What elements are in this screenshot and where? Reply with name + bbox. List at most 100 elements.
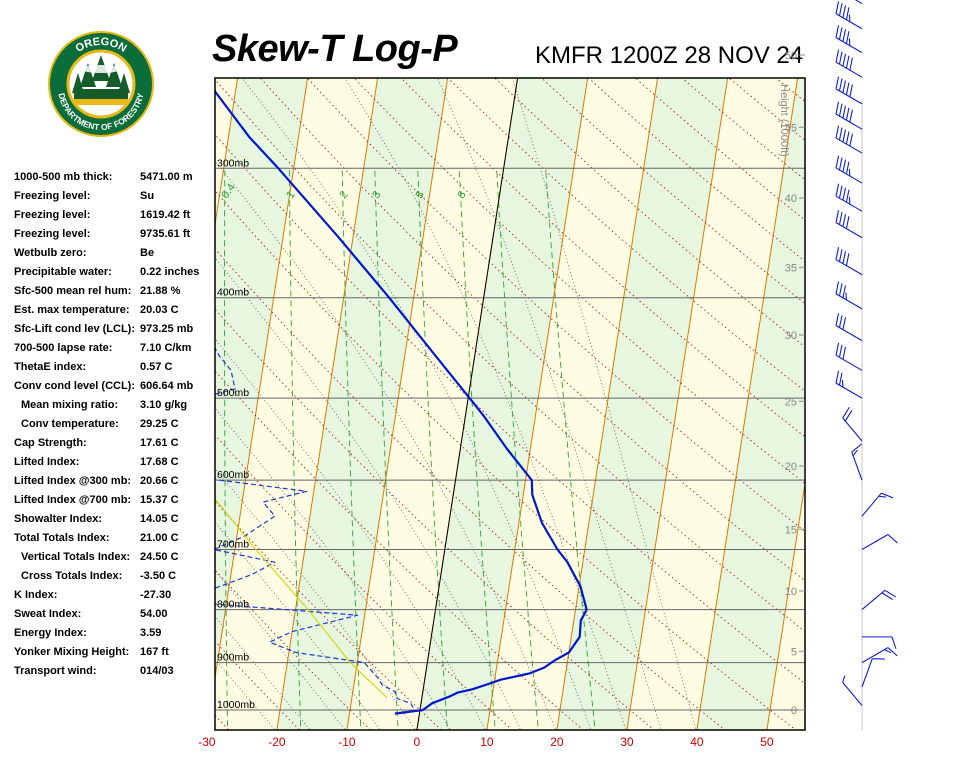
wind-barb-flag	[842, 406, 850, 419]
wind-barb	[851, 443, 863, 481]
wind-barb-flag	[842, 251, 847, 264]
wind-barb-flag	[842, 214, 847, 227]
wind-barb-flag	[838, 315, 843, 328]
wind-barb-flag	[881, 492, 894, 499]
wind-barb-flag	[849, 84, 853, 98]
stat-value: 20.03 C	[140, 304, 179, 316]
stat-row: Precipitable water: 0.22 inches	[14, 263, 214, 282]
stat-row: Freezing level: Su	[14, 187, 214, 206]
isotherm-line	[626, 78, 729, 730]
wind-barb-flag	[884, 649, 892, 654]
temperature-tick-label: 0	[414, 735, 421, 749]
mixing-ratio-line	[458, 168, 496, 730]
wind-barb-column	[835, 0, 898, 730]
stat-row: Lifted Index @300 mb: 20.66 C	[14, 472, 214, 491]
isotherm-line	[215, 78, 239, 228]
temperature-tick-label: -30	[198, 735, 216, 749]
wind-barb-flag	[842, 129, 847, 143]
wind-barb-flag	[845, 189, 850, 203]
stat-label: 700-500 lapse rate:	[14, 342, 113, 354]
stat-row: Wetbulb zero: Be	[14, 244, 214, 263]
stat-row: Conv cond level (CCL): 606.64 mb	[14, 377, 214, 396]
wind-barb-flag	[845, 161, 850, 175]
wind-barb-flag	[838, 249, 843, 262]
stat-value: Be	[140, 247, 155, 259]
isotherm-line	[346, 78, 449, 730]
stat-row: Transport wind: 014/03	[14, 662, 214, 681]
wind-barb-flag	[842, 159, 847, 173]
stat-label: Conv temperature:	[21, 418, 119, 430]
wind-barb-flag	[838, 103, 843, 117]
isobar-lines	[215, 167, 805, 711]
stat-row: Yonker Mixing Height: 167 ft	[14, 643, 214, 662]
stat-value: 17.68 C	[140, 456, 179, 468]
height-tick-label: 45	[785, 122, 797, 134]
wind-barb-flag	[835, 281, 840, 294]
mixing-ratio-label: 8	[455, 189, 468, 201]
stat-label: Lifted Index @300 mb:	[14, 475, 132, 487]
dry-adiabat	[215, 308, 655, 730]
stat-label: Cap Strength:	[14, 437, 87, 449]
stat-row: Lifted Index @700 mb: 15.37 C	[14, 491, 214, 510]
wind-barb-flag	[845, 253, 850, 266]
wind-barb-flag	[845, 216, 850, 229]
isotherm-line	[907, 78, 960, 730]
wind-barb	[862, 636, 897, 650]
pressure-label: 600mb	[217, 469, 249, 481]
wind-barb-flag	[845, 107, 850, 121]
wind-barb-flag	[835, 210, 840, 223]
stat-row: Sfc-Lift cond lev (LCL): 973.25 mb	[14, 320, 214, 339]
temperature-tick-label: 10	[480, 735, 494, 749]
dry-adiabat	[215, 248, 726, 730]
stat-value: 21.00 C	[140, 532, 179, 544]
stat-label: Sweat Index:	[14, 608, 82, 620]
stat-value: 3.59	[140, 627, 162, 639]
stat-row: Vertical Totals Index: 24.50 C	[14, 548, 214, 567]
stat-value: 0.57 C	[140, 361, 173, 373]
wind-barb-flag	[845, 82, 850, 96]
stat-row: Mean mixing ratio: 3.10 g/kg	[14, 396, 214, 415]
wind-barb-staff	[851, 451, 863, 481]
wind-barb	[835, 342, 863, 371]
dry-adiabats	[215, 78, 805, 730]
temperature-tick-label: 20	[550, 735, 564, 749]
stat-value: 17.61 C	[140, 437, 179, 449]
wind-barb-flag	[835, 1, 840, 14]
wind-barb	[835, 25, 863, 54]
stat-value: 973.25 mb	[140, 323, 194, 335]
stat-label: Freezing level:	[14, 190, 91, 202]
wind-barb	[861, 658, 885, 688]
wind-barb-flag	[845, 31, 850, 44]
wind-barb-staff	[835, 293, 863, 310]
wind-barb-staff	[835, 222, 863, 239]
height-tick-label: 15	[785, 524, 797, 536]
stat-label: Sfc-500 mean rel hum:	[14, 285, 132, 297]
wind-barb	[835, 313, 863, 342]
wind-barb-flag	[835, 101, 840, 115]
wind-barb-flag	[838, 283, 843, 296]
wind-barb-staff	[854, 0, 863, 4]
stat-row: Sweat Index: 54.00	[14, 605, 214, 624]
isotherm-band	[556, 78, 728, 730]
isotherm-band	[837, 78, 960, 730]
stat-row: Freezing level: 9735.61 ft	[14, 225, 214, 244]
pressure-label: 800mb	[217, 599, 249, 611]
dry-adiabat	[259, 78, 805, 582]
wind-barb-staff	[835, 195, 863, 212]
isotherm-line	[0, 78, 28, 730]
wind-barb	[842, 406, 863, 442]
sounding-indices-panel: 1000-500 mb thick: 5471.00 m Freezing leve…	[14, 168, 214, 681]
height-tick-label: 20	[785, 461, 797, 473]
dry-adiabat	[215, 133, 805, 684]
stat-label: K Index:	[14, 589, 58, 601]
wind-barb-flag	[851, 443, 862, 453]
pressure-label: 400mb	[217, 287, 249, 299]
wind-barb-staff	[842, 417, 863, 442]
wind-barb-staff	[835, 137, 863, 154]
stat-row: Showalter Index: 14.05 C	[14, 510, 214, 529]
isotherm-band	[0, 78, 168, 730]
stat-value: -3.50 C	[140, 570, 177, 582]
isotherm-line	[0, 78, 98, 730]
wind-barb	[861, 534, 898, 550]
stat-row: Total Totals Index: 21.00 C	[14, 529, 214, 548]
